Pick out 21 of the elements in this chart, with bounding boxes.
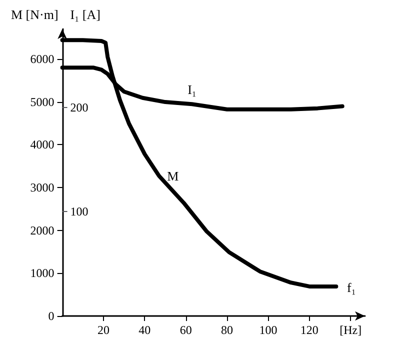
y-tick-label: 0	[48, 309, 54, 323]
y2-tick-label: 200	[70, 100, 88, 114]
y2-axis-title: I₁ [A]	[70, 7, 100, 22]
y-tick-label: 5000	[30, 94, 54, 109]
y-tick-label: 4000	[30, 138, 54, 152]
x-tick-label: 40	[138, 323, 151, 337]
y-tick-label: 6000	[30, 52, 54, 66]
y-tick-label: 1000	[30, 266, 54, 280]
series-label: I₁	[188, 82, 196, 98]
series-label: M	[167, 168, 180, 184]
y2-tick-label: 100	[70, 204, 88, 219]
x-tick-label: 80	[221, 323, 234, 337]
x-tick-label: 20	[97, 323, 110, 337]
y-axis-title: M [N·m]	[11, 7, 58, 22]
x-tick-label: 60	[180, 323, 192, 337]
x-tick-label: 100	[259, 323, 278, 337]
x-tick-label: [Hz]	[340, 323, 362, 337]
y-tick-label: 2000	[30, 223, 54, 238]
y-tick-label: 3000	[30, 180, 54, 194]
x-axis-title: f₁	[347, 280, 356, 295]
x-tick-label: 120	[300, 323, 318, 337]
